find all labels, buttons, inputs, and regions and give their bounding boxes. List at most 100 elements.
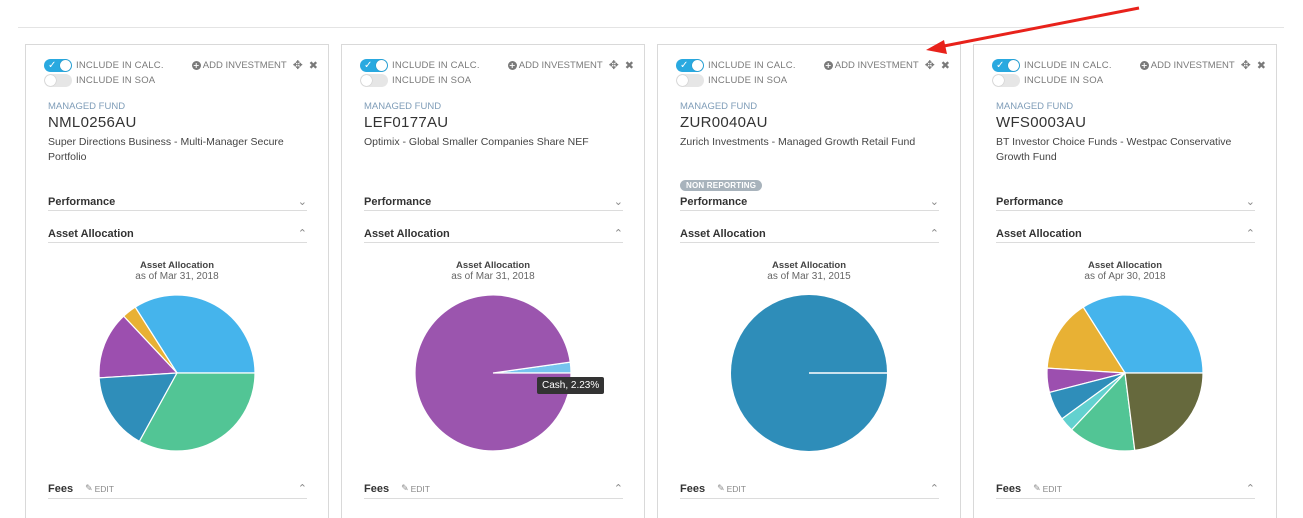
asset-allocation-section-header[interactable]: Asset Allocation ⌃: [48, 225, 307, 243]
card-actions: + ADD INVESTMENT ✥ ✖: [507, 58, 634, 72]
include-soa-toggle-row[interactable]: INCLUDE IN SOA: [992, 73, 1103, 87]
include-calc-label: INCLUDE IN CALC.: [1024, 59, 1112, 71]
chart-as-of-date: as of Mar 31, 2018: [451, 271, 535, 282]
fund-type: MANAGED FUND: [680, 101, 758, 112]
pie-slice[interactable]: [98, 315, 179, 379]
include-calc-toggle[interactable]: ✓: [44, 58, 72, 72]
performance-section-header[interactable]: Performance ⌄: [48, 193, 307, 211]
plus-circle-icon: +: [823, 60, 833, 70]
fees-section-header[interactable]: Fees ✎ EDIT ⌃: [680, 479, 939, 499]
include-calc-toggle-row[interactable]: ✓ INCLUDE IN CALC.: [44, 58, 164, 72]
chart-as-of-date: as of Apr 30, 2018: [1084, 271, 1166, 282]
edit-fees-button[interactable]: ✎ EDIT: [401, 484, 430, 494]
toggle-knob: [361, 74, 372, 86]
asset-allocation-pie-chart: [731, 295, 887, 451]
include-calc-toggle-row[interactable]: ✓ INCLUDE IN CALC.: [992, 58, 1112, 72]
plus-circle-icon: +: [1139, 60, 1149, 70]
plus-circle-icon: +: [191, 60, 201, 70]
fees-title: Fees: [996, 482, 1022, 495]
chevron-up-icon: ⌃: [613, 227, 623, 240]
add-investment-button[interactable]: + ADD INVESTMENT: [823, 60, 919, 71]
edit-label: EDIT: [94, 483, 114, 494]
asset-allocation-title: Asset Allocation: [996, 227, 1082, 240]
fund-name: Zurich Investments - Managed Growth Reta…: [680, 136, 916, 148]
fund-name: BT Investor Choice Funds - Westpac Conse…: [996, 136, 1232, 163]
pie-slice[interactable]: [1124, 372, 1204, 452]
asset-allocation-section-header[interactable]: Asset Allocation ⌃: [364, 225, 623, 243]
asset-allocation-title: Asset Allocation: [364, 227, 450, 240]
card-actions: + ADD INVESTMENT ✥ ✖: [1139, 58, 1266, 72]
chevron-up-icon: ⌃: [929, 227, 939, 240]
chart-title: Asset Allocation: [139, 260, 215, 271]
chevron-up-icon: ⌃: [297, 227, 307, 240]
pie-slice[interactable]: [138, 372, 256, 452]
fees-section-header[interactable]: Fees ✎ EDIT ⌃: [48, 479, 307, 499]
move-icon[interactable]: ✥: [292, 58, 303, 72]
include-calc-toggle[interactable]: ✓: [360, 58, 388, 72]
pencil-icon: ✎: [401, 483, 409, 494]
investment-card: ✓ INCLUDE IN CALC. INCLUDE IN SOA + ADD …: [973, 44, 1277, 518]
include-soa-label: INCLUDE IN SOA: [76, 74, 156, 86]
chart-title: Asset Allocation: [771, 260, 847, 271]
move-icon[interactable]: ✥: [1240, 58, 1251, 72]
asset-allocation-section-header[interactable]: Asset Allocation ⌃: [680, 225, 939, 243]
check-icon: ✓: [48, 59, 57, 71]
include-calc-label: INCLUDE IN CALC.: [392, 59, 480, 71]
include-calc-toggle[interactable]: ✓: [676, 58, 704, 72]
include-calc-toggle[interactable]: ✓: [992, 58, 1020, 72]
close-icon[interactable]: ✖: [624, 58, 634, 72]
include-soa-toggle[interactable]: [360, 73, 388, 87]
plus-circle-icon: +: [507, 60, 517, 70]
add-investment-label: ADD INVESTMENT: [1150, 59, 1235, 71]
fees-section-header[interactable]: Fees ✎ EDIT ⌃: [364, 479, 623, 499]
asset-allocation-section-header[interactable]: Asset Allocation ⌃: [996, 225, 1255, 243]
include-soa-toggle[interactable]: [992, 73, 1020, 87]
fund-name: Optimix - Global Smaller Companies Share…: [364, 136, 589, 148]
close-icon[interactable]: ✖: [1256, 58, 1266, 72]
performance-section-header[interactable]: Performance ⌄: [996, 193, 1255, 211]
include-soa-toggle[interactable]: [44, 73, 72, 87]
include-calc-toggle-row[interactable]: ✓ INCLUDE IN CALC.: [360, 58, 480, 72]
pie-slice[interactable]: [1046, 306, 1127, 374]
pie-slice[interactable]: [414, 294, 572, 452]
include-calc-label: INCLUDE IN CALC.: [76, 59, 164, 71]
fees-section-header[interactable]: Fees ✎ EDIT ⌃: [996, 479, 1255, 499]
pencil-icon: ✎: [717, 483, 725, 494]
include-soa-toggle-row[interactable]: INCLUDE IN SOA: [360, 73, 471, 87]
edit-label: EDIT: [410, 483, 430, 494]
move-icon[interactable]: ✥: [924, 58, 935, 72]
chevron-down-icon: ⌄: [929, 195, 939, 208]
include-soa-toggle[interactable]: [676, 73, 704, 87]
chevron-down-icon: ⌄: [1245, 195, 1255, 208]
pie-slice[interactable]: [98, 372, 179, 443]
add-investment-button[interactable]: + ADD INVESTMENT: [1139, 59, 1235, 71]
performance-section-header[interactable]: Performance ⌄: [680, 193, 939, 211]
close-icon[interactable]: ✖: [940, 58, 950, 72]
edit-fees-button[interactable]: ✎ EDIT: [85, 484, 114, 494]
fees-title: Fees: [48, 482, 74, 495]
investment-card: ✓ INCLUDE IN CALC. INCLUDE IN SOA + ADD …: [25, 44, 329, 518]
include-soa-toggle-row[interactable]: INCLUDE IN SOA: [44, 73, 155, 87]
chevron-up-icon: ⌃: [929, 482, 939, 495]
fund-type: MANAGED FUND: [996, 101, 1074, 112]
fund-type: MANAGED FUND: [364, 101, 442, 112]
chevron-up-icon: ⌃: [1245, 227, 1255, 240]
add-investment-button[interactable]: + ADD INVESTMENT: [507, 60, 603, 71]
edit-label: EDIT: [1042, 483, 1062, 494]
close-icon[interactable]: ✖: [308, 58, 318, 72]
edit-fees-button[interactable]: ✎ EDIT: [1033, 484, 1062, 494]
include-calc-toggle-row[interactable]: ✓ INCLUDE IN CALC.: [676, 58, 796, 72]
toggle-knob: [692, 59, 703, 71]
performance-title: Performance: [996, 195, 1064, 208]
add-investment-button[interactable]: + ADD INVESTMENT: [191, 60, 287, 71]
edit-fees-button[interactable]: ✎ EDIT: [717, 484, 746, 494]
move-icon[interactable]: ✥: [608, 58, 619, 72]
fund-type: MANAGED FUND: [48, 101, 126, 112]
pie-slice[interactable]: [1070, 371, 1136, 452]
asset-allocation-pie-chart: [414, 294, 572, 452]
chevron-up-icon: ⌃: [613, 482, 623, 495]
include-soa-toggle-row[interactable]: INCLUDE IN SOA: [676, 73, 787, 87]
toggle-knob: [677, 74, 688, 86]
pencil-icon: ✎: [85, 483, 93, 494]
performance-section-header[interactable]: Performance ⌄: [364, 193, 623, 211]
